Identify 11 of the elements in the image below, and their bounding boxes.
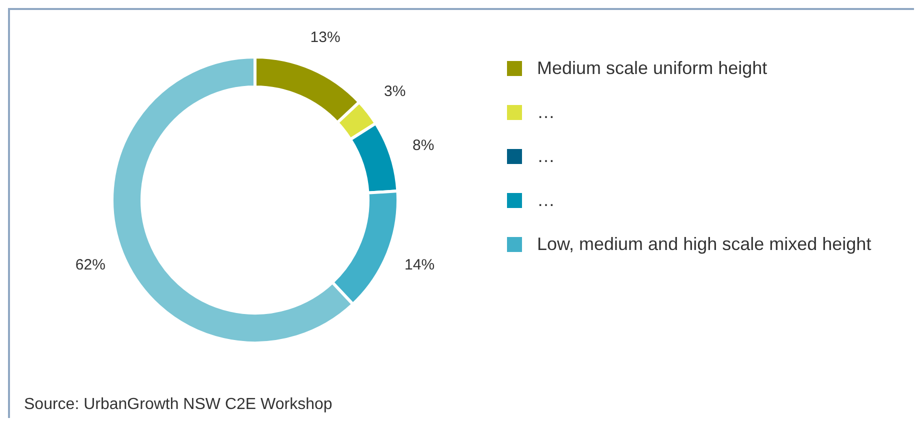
legend-label: Low, medium and high scale mixed height xyxy=(537,234,872,254)
data-label: 8% xyxy=(412,136,434,154)
data-label: 3% xyxy=(384,83,406,100)
data-label: 62% xyxy=(75,256,106,274)
legend-label: Medium scale uniform height xyxy=(537,58,768,78)
source-note: Source: UrbanGrowth NSW C2E Workshop xyxy=(24,396,332,414)
data-label: 14% xyxy=(404,256,435,274)
data-label: 13% xyxy=(310,29,340,46)
legend-label: … xyxy=(537,102,555,122)
legend-label: … xyxy=(537,146,555,166)
legend-label: … xyxy=(537,190,555,210)
